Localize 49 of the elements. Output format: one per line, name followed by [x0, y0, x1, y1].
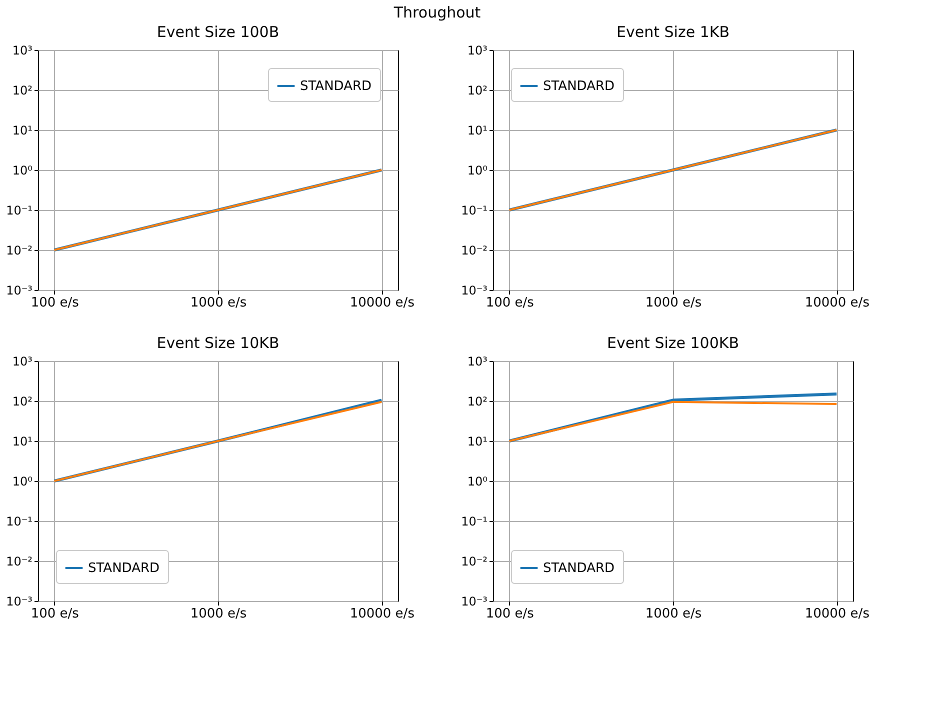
x-tick-label: 10000 e/s	[804, 606, 870, 622]
y-tick-label: 10²	[467, 394, 488, 408]
y-tick-label: 10⁻³	[461, 594, 488, 608]
y-tick-label: 10⁻³	[461, 284, 488, 298]
x-tick-label: 1000 e/s	[190, 296, 247, 310]
y-tick-label: 10⁻²	[461, 244, 488, 258]
x-tick-label: 1000 e/s	[645, 296, 702, 310]
x-tick-label: 100 e/s	[486, 606, 534, 622]
legend-label: STANDARD	[543, 79, 615, 94]
chart-subtitle: Event Size 100KB	[606, 334, 740, 352]
y-tick-label: 10⁰	[12, 474, 33, 488]
legend-label: STANDARD	[300, 79, 372, 94]
legend-label: STANDARD	[88, 561, 160, 576]
y-tick-label: 10¹	[12, 124, 33, 138]
x-tick-label: 100 e/s	[30, 296, 80, 310]
chart-subtitle: Event Size 100B	[156, 23, 280, 41]
legend-label: STANDARD	[543, 561, 615, 576]
x-tick-label: 1000 e/s	[190, 606, 247, 622]
x-tick-label: 10000 e/s	[350, 296, 415, 310]
y-tick-label: 10⁻¹	[461, 204, 488, 218]
y-tick-label: 10⁻²	[6, 244, 33, 258]
y-tick-label: 10⁻¹	[6, 514, 33, 528]
y-tick-label: 10⁰	[467, 164, 488, 178]
y-tick-label: 10²	[12, 84, 33, 98]
text: Throughout	[392, 4, 481, 22]
x-tick-label: 10000 e/s	[350, 606, 415, 622]
chart-subtitle: Event Size 10KB	[156, 334, 280, 352]
x-tick-label: 100 e/s	[486, 296, 534, 310]
y-tick-label: 10⁻¹	[461, 514, 488, 528]
y-tick-label: 10⁰	[12, 164, 33, 178]
y-tick-label: 10¹	[467, 124, 488, 138]
y-tick-label: 10⁻²	[461, 554, 488, 568]
y-tick-label: 10⁻³	[6, 284, 33, 298]
x-tick-label: 100 e/s	[30, 606, 80, 622]
y-tick-label: 10²	[12, 394, 33, 408]
x-tick-label: 1000 e/s	[645, 606, 702, 622]
y-tick-label: 10³	[12, 354, 33, 368]
y-tick-label: 10⁰	[467, 474, 488, 488]
y-tick-label: 10¹	[467, 434, 488, 448]
y-tick-label: 10³	[467, 354, 488, 368]
y-tick-label: 10¹	[12, 434, 33, 448]
y-tick-label: 10³	[467, 44, 488, 58]
y-tick-label: 10³	[12, 44, 33, 58]
y-tick-label: 10⁻²	[6, 554, 33, 568]
y-tick-label: 10²	[467, 84, 488, 98]
y-tick-label: 10⁻³	[6, 594, 33, 608]
y-tick-label: 10⁻¹	[6, 204, 33, 218]
chart-subtitle: Event Size 1KB	[616, 23, 730, 41]
x-tick-label: 10000 e/s	[804, 296, 870, 310]
